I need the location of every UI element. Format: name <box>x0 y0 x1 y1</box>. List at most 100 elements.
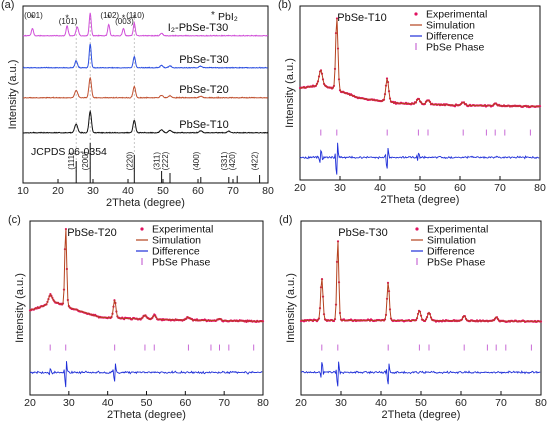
x-tick-label: 80 <box>534 182 546 194</box>
xrd-curve <box>22 76 269 99</box>
x-axis-label: 2Theta (degree) <box>106 197 185 209</box>
x-tick-label: 60 <box>192 185 204 197</box>
legend-label: Experimental <box>427 224 488 236</box>
x-tick-label: 30 <box>334 182 346 194</box>
legend-experimental-symbol <box>415 227 419 231</box>
reference-hkl-label: (222) <box>161 151 170 170</box>
x-tick-label: 50 <box>415 397 427 409</box>
difference-curve <box>299 142 540 175</box>
legend-label: Experimental <box>426 9 487 21</box>
pbi2-hkl-label: (001) <box>24 11 43 20</box>
pbi2-star-marker: * <box>65 13 69 23</box>
x-tick-label: 60 <box>455 397 467 409</box>
reference-hkl-label: (311) <box>153 152 162 170</box>
curve-label: PbSe-T30 <box>179 54 229 66</box>
reference-hkl-label: (111) <box>67 152 76 170</box>
reference-hkl-label: (420) <box>228 151 237 170</box>
x-tick-label: 20 <box>295 397 307 409</box>
reference-hkl-label: (200) <box>81 151 90 170</box>
x-tick-label: 70 <box>227 185 239 197</box>
pbi2-star-marker: * <box>107 13 111 23</box>
legend-label: Difference <box>152 246 200 258</box>
x-tick-label: 30 <box>63 397 75 409</box>
y-axis-label: Intensity (a.u.) <box>285 273 297 343</box>
legend-label: Simulation <box>426 20 475 32</box>
simulation-curve <box>299 18 541 107</box>
x-axis-label: 2Theta (degree) <box>107 409 186 421</box>
x-tick-label: 50 <box>414 182 426 194</box>
reference-hkl-label: (422) <box>251 151 260 170</box>
reference-hkl-label: (220) <box>125 151 134 170</box>
panel-label: (d) <box>279 214 292 226</box>
x-tick-label: 30 <box>335 397 347 409</box>
panel-label: (b) <box>278 0 291 11</box>
pbi2-hkl-label: (101) <box>59 17 78 26</box>
experimental-point <box>453 105 457 108</box>
panel-label: (c) <box>8 214 21 226</box>
legend-label: Difference <box>427 246 475 258</box>
legend-label: PbSe Phase <box>426 42 485 54</box>
plot-frame <box>22 5 269 184</box>
x-tick-label: 20 <box>52 185 64 197</box>
x-tick-label: 40 <box>374 182 386 194</box>
x-axis-label: 2Theta (degree) <box>381 194 460 206</box>
legend-label: Experimental <box>152 224 213 236</box>
reference-label: JCPDS 06-0354 <box>31 146 107 158</box>
panel-title: PbSe-T10 <box>337 12 387 24</box>
difference-curve <box>29 361 263 388</box>
legend-label: PbSe Phase <box>152 257 211 269</box>
pbi2-hkl-label: (102) <box>100 11 119 20</box>
legend-experimental-symbol <box>414 12 418 16</box>
difference-curve <box>300 361 541 387</box>
x-tick-label: 10 <box>17 185 29 197</box>
panel-title: PbSe-T20 <box>67 227 117 239</box>
xrd-curve <box>22 109 269 134</box>
y-axis-label: Intensity (a.u.) <box>7 60 19 130</box>
xrd-curve <box>22 43 268 69</box>
panel-b: 20 30 40 50 60 70 80 2Theta (degree) Intensity (… <box>278 0 546 206</box>
x-tick-label: 20 <box>24 397 36 409</box>
reference-hkl-label: (400) <box>192 151 201 170</box>
pbi2-hkl-label: (003) <box>115 17 134 26</box>
x-tick-label: 80 <box>257 397 269 409</box>
y-axis-label: Intensity (a.u.) <box>14 273 26 343</box>
x-tick-label: 60 <box>179 397 191 409</box>
x-tick-label: 40 <box>375 397 387 409</box>
pbi2-legend-marker: * <box>211 10 215 21</box>
x-tick-label: 70 <box>494 182 506 194</box>
x-tick-label: 20 <box>294 182 306 194</box>
x-tick-label: 70 <box>218 397 230 409</box>
x-tick-label: 40 <box>122 185 134 197</box>
panel-label: (a) <box>1 0 14 11</box>
curve-label: I₂-PbSe-T30 <box>168 22 229 34</box>
reference-hkl-label: (331) <box>220 151 229 170</box>
x-tick-label: 80 <box>262 185 274 197</box>
pbi2-star-marker: * <box>133 13 137 23</box>
x-tick-label: 30 <box>87 185 99 197</box>
legend-label: PbSe Phase <box>427 257 486 269</box>
pbi2-hkl-label: (110) <box>126 11 144 20</box>
x-tick-label: 50 <box>157 185 169 197</box>
panel-d: 20 30 40 50 60 70 80 2Theta (degree) Intensity (… <box>279 214 547 421</box>
pbi2-star-marker: * <box>122 13 126 23</box>
panel-a: 10 20 30 40 50 60 70 80 2Theta (degree) Intensity… <box>1 0 274 209</box>
x-axis-label: 2Theta (degree) <box>382 409 461 421</box>
x-tick-label: 80 <box>535 397 547 409</box>
xrd-curve <box>22 12 269 37</box>
x-tick-label: 60 <box>454 182 466 194</box>
experimental-point <box>335 17 339 20</box>
curve-label: PbSe-T10 <box>179 119 229 131</box>
pbi2-legend-label: PbI₂ <box>218 11 238 23</box>
x-tick-label: 50 <box>141 397 153 409</box>
x-tick-label: 70 <box>495 397 507 409</box>
y-axis-label: Intensity (a.u.) <box>284 58 296 128</box>
legend-label: Simulation <box>427 235 476 247</box>
legend-experimental-symbol <box>140 227 144 231</box>
x-tick-label: 40 <box>102 397 114 409</box>
legend-label: Simulation <box>152 235 201 247</box>
panel-c: 20 30 40 50 60 70 80 2Theta (degree) Intensity (… <box>8 214 269 421</box>
simulation-curve <box>301 241 541 322</box>
panel-title: PbSe-T30 <box>338 227 388 239</box>
curve-label: PbSe-T20 <box>179 84 229 96</box>
